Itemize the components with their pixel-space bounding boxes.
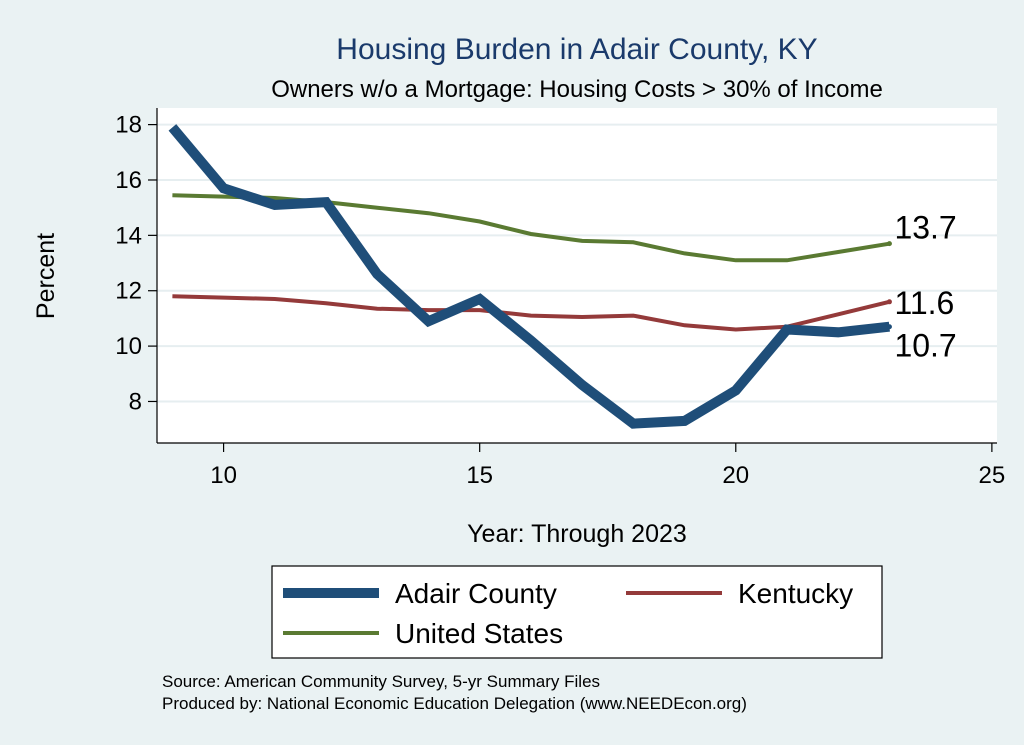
x-tick-label-10: 10 bbox=[210, 462, 237, 489]
y-tick-label-12: 12 bbox=[115, 278, 142, 305]
end-marker-united-states bbox=[886, 241, 892, 247]
end-label-kentucky: 11.6 bbox=[894, 285, 954, 321]
end-label-adair-county: 10.7 bbox=[894, 328, 956, 364]
y-tick-label-16: 16 bbox=[115, 167, 142, 194]
y-axis-ticks: 8 10 12 14 16 18 bbox=[115, 112, 157, 415]
legend-label-united-states: United States bbox=[395, 618, 563, 649]
y-tick-label-18: 18 bbox=[115, 112, 142, 139]
end-marker-kentucky bbox=[886, 299, 892, 305]
gridlines bbox=[157, 123, 997, 403]
x-tick-label-15: 15 bbox=[466, 462, 493, 489]
x-axis-title: Year: Through 2023 bbox=[467, 520, 687, 548]
legend-label-adair-county: Adair County bbox=[395, 578, 557, 609]
chart-subtitle: Owners w/o a Mortgage: Housing Costs > 3… bbox=[271, 76, 883, 103]
chart-title: Housing Burden in Adair County, KY bbox=[336, 33, 817, 66]
end-labels: 10.7 11.6 13.7 bbox=[886, 210, 957, 364]
x-tick-label-25: 25 bbox=[979, 462, 1006, 489]
y-tick-label-14: 14 bbox=[115, 222, 142, 249]
plot-area bbox=[157, 108, 997, 443]
end-label-united-states: 13.7 bbox=[894, 210, 956, 246]
y-tick-label-10: 10 bbox=[115, 333, 142, 360]
series-line-adair-county bbox=[168, 124, 890, 429]
source-line-2: Produced by: National Economic Education… bbox=[162, 694, 747, 713]
x-axis-ticks: 10 15 20 25 bbox=[210, 443, 1005, 489]
series-line-kentucky bbox=[172, 294, 890, 332]
series-lines bbox=[168, 124, 890, 429]
legend-label-kentucky: Kentucky bbox=[738, 578, 853, 609]
source-line-1: Source: American Community Survey, 5-yr … bbox=[162, 672, 600, 691]
y-tick-label-8: 8 bbox=[129, 388, 142, 415]
x-tick-label-20: 20 bbox=[722, 462, 749, 489]
end-marker-adair-county bbox=[886, 324, 892, 330]
legend: Adair County Kentucky United States bbox=[283, 578, 853, 649]
y-axis-title: Percent bbox=[32, 233, 60, 319]
legend-box bbox=[271, 565, 883, 659]
